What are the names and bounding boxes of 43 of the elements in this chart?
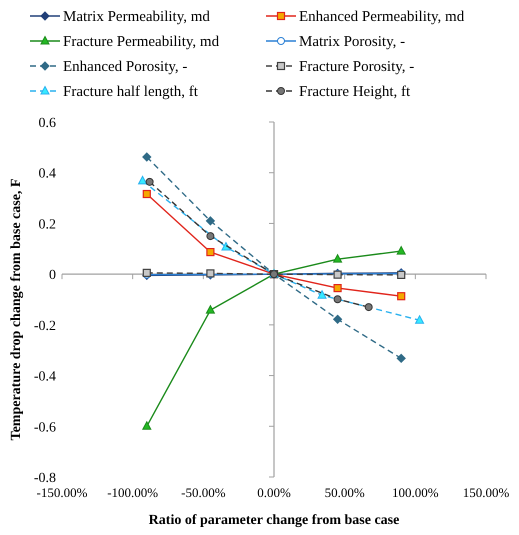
point <box>397 292 406 300</box>
y-tick-label: 0.2 <box>38 217 56 232</box>
point <box>206 305 215 314</box>
y-tick-label: -0.2 <box>34 318 56 334</box>
point <box>206 216 215 226</box>
y-tick-label: -0.6 <box>34 420 56 436</box>
x-tick-label: 50.00% <box>324 485 365 500</box>
y-tick-label: -0.8 <box>34 471 56 486</box>
x-tick-label: 150.00% <box>462 485 510 500</box>
legend-label: Enhanced Porosity, - <box>63 59 188 75</box>
y-tick-label: 0.4 <box>38 166 56 182</box>
point <box>206 232 214 240</box>
point <box>415 315 424 324</box>
point <box>396 354 406 363</box>
x-tick-label: 0.00% <box>257 485 291 500</box>
x-axis-title: Ratio of parameter change from base case <box>148 513 400 528</box>
point <box>146 178 154 186</box>
y-tick-label: -0.4 <box>34 370 56 385</box>
legend-label: Fracture half length, ft <box>63 84 199 100</box>
point <box>333 254 342 263</box>
y-tick-label: 0.6 <box>38 116 56 131</box>
point <box>364 303 373 312</box>
legend-label: Enhanced Permeability, md <box>299 9 465 25</box>
legend-label: Fracture Porosity, - <box>299 59 414 75</box>
point <box>318 290 327 299</box>
y-tick-label: 0 <box>49 268 56 284</box>
point <box>142 152 152 162</box>
x-tick-label: -50.00% <box>181 485 226 500</box>
point <box>142 190 151 198</box>
legend-label: Fracture Permeability, md <box>63 34 220 50</box>
legend-label: Matrix Porosity, - <box>299 34 406 50</box>
point <box>334 295 342 304</box>
point <box>206 248 214 256</box>
legend-label: Fracture Height, ft <box>299 84 412 100</box>
point <box>142 421 152 430</box>
point <box>333 314 342 324</box>
point <box>396 246 406 255</box>
x-tick-label: 100.00% <box>392 485 439 500</box>
x-tick-label: -100.00% <box>107 485 158 500</box>
legend-label: Matrix Permeability, md <box>63 9 210 25</box>
x-tick-label: -150.00% <box>36 485 88 500</box>
point <box>334 284 342 292</box>
y-axis-title: Temperature drop change from base case, F <box>9 178 24 440</box>
